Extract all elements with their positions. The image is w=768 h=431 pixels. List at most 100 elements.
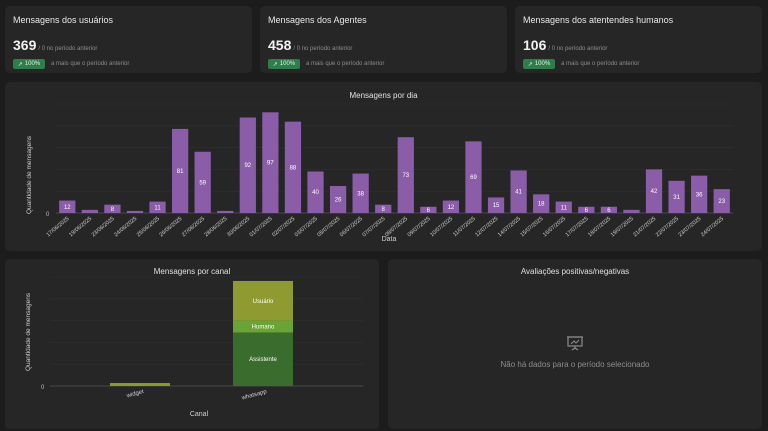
x-tick-label: 24/07/2025	[700, 216, 725, 238]
x-tick-label: 12/07/2025	[474, 216, 499, 238]
x-tick-label: 15/07/2025	[520, 216, 545, 238]
channel-bar-segment[interactable]	[233, 280, 293, 321]
x-axis-label: Canal	[190, 411, 209, 418]
daily-bar[interactable]	[578, 206, 595, 213]
bar-value-label: 40	[312, 190, 319, 196]
trend-note: a mais que o período anterior	[561, 61, 640, 67]
stat-value: 369/ 0 no período anterior	[13, 37, 98, 53]
bar-value-label: 42	[651, 189, 658, 195]
channel-bar-segment[interactable]	[233, 332, 293, 386]
daily-bar[interactable]	[352, 173, 369, 213]
x-tick-label: 19/07/2025	[610, 216, 635, 238]
stat-title: Mensagens dos usuários	[13, 15, 114, 25]
stat-previous: / 0 no período anterior	[293, 46, 353, 52]
x-axis-label: Data	[382, 236, 397, 243]
ratings-title: Avaliações positivas/negativas	[520, 267, 630, 276]
x-tick-label: 07/07/2025	[362, 216, 387, 238]
stat-card-humans: Mensagens dos atentendes humanos 106/ 0 …	[515, 6, 762, 73]
bar-value-label: 8	[111, 207, 115, 213]
daily-bar[interactable]	[420, 206, 437, 213]
bar-value-label: 12	[448, 205, 455, 211]
stat-title: Mensagens dos atentendes humanos	[523, 15, 674, 25]
bar-value-label: 97	[267, 161, 274, 167]
x-tick-label: 09/07/2025	[407, 216, 432, 238]
x-tick-label: whatsapp	[240, 389, 268, 402]
bar-value-label: 15	[493, 203, 500, 209]
daily-messages-chart: 12 8 11 81 59 92 97 88 40 26 38 8 73 6 12 69 15 41 18 11 6 6 4…	[26, 103, 733, 243]
trend-note: a mais que o período anterior	[51, 61, 130, 67]
daily-bar[interactable]	[194, 151, 211, 213]
daily-bar[interactable]	[645, 169, 663, 213]
daily-bar[interactable]	[217, 210, 234, 213]
x-tick-label: 06/07/2025	[339, 216, 364, 238]
x-tick-label: 14/07/2025	[497, 216, 522, 238]
trend-note: a mais que o período anterior	[306, 61, 385, 67]
daily-bar[interactable]	[600, 206, 618, 213]
daily-messages-panel: Mensagens por dia 12 8 11 81 59 92 97 88 40 26 38 8…	[5, 82, 762, 251]
daily-bar[interactable]	[487, 197, 505, 213]
y-axis-label: Quantidade de mensagens	[25, 292, 32, 371]
daily-bar[interactable]	[510, 170, 527, 213]
bar-value-label: 36	[696, 192, 703, 198]
channel-messages-chart: Assistente Humano Usuário widget whatsapp Q…	[25, 276, 363, 418]
segment-label: Humano	[252, 325, 275, 331]
daily-bar[interactable]	[284, 121, 302, 213]
stat-card-users: Mensagens dos usuários 369/ 0 no período…	[5, 6, 252, 73]
x-tick-label: 25/06/2025	[136, 216, 161, 238]
channel-bar-segment[interactable]	[233, 320, 293, 333]
bar-value-label: 6	[427, 208, 431, 214]
channel-chart-title: Mensagens por canal	[153, 267, 231, 276]
bar-value-label: 41	[515, 190, 522, 196]
daily-bar[interactable]	[668, 180, 685, 213]
bar-value-label: 73	[402, 173, 409, 179]
x-tick-label: 05/07/2025	[316, 216, 341, 238]
x-tick-label: 23/07/2025	[677, 216, 702, 238]
arrow-up-right-icon: ↗	[272, 61, 278, 68]
daily-bar[interactable]	[59, 200, 76, 213]
daily-bar[interactable]	[329, 186, 347, 213]
channel-bar-segment[interactable]	[110, 383, 170, 386]
ratings-panel: Avaliações positivas/negativas Não há da…	[388, 259, 762, 429]
daily-bar[interactable]	[533, 194, 550, 213]
daily-bar[interactable]	[81, 209, 98, 213]
daily-bar[interactable]	[442, 200, 460, 213]
bar-value-label: 88	[290, 165, 297, 171]
x-tick-label: 11/07/2025	[452, 216, 477, 238]
x-tick-label: 10/07/2025	[429, 216, 454, 238]
daily-bar[interactable]	[623, 209, 640, 213]
x-tick-label: 27/06/2025	[181, 216, 206, 238]
daily-bar[interactable]	[465, 141, 482, 213]
daily-bar[interactable]	[307, 171, 324, 213]
daily-bar[interactable]	[104, 204, 121, 213]
x-tick-label: 18/07/2025	[587, 216, 612, 238]
bar-value-label: 8	[382, 207, 386, 213]
segment-label: Usuário	[253, 299, 274, 305]
segment-label: Assistente	[249, 357, 277, 363]
daily-bar[interactable]	[555, 201, 572, 213]
daily-bar[interactable]	[375, 204, 392, 213]
trend-badge: ↗ 100%	[13, 59, 45, 69]
y-tick-zero: 0	[46, 212, 50, 218]
x-tick-label: 22/07/2025	[655, 216, 680, 238]
daily-bar[interactable]	[262, 112, 279, 213]
x-tick-label: 17/07/2025	[565, 216, 590, 238]
daily-bar[interactable]	[713, 189, 730, 213]
daily-bar[interactable]	[171, 128, 189, 213]
x-tick-label: 24/06/2025	[113, 216, 138, 238]
bar-value-label: 6	[607, 208, 611, 214]
daily-bar[interactable]	[691, 175, 708, 213]
no-data-message: Não há dados para o período selecionado	[500, 360, 650, 369]
daily-bar[interactable]	[126, 210, 144, 213]
x-tick-label: 28/06/2025	[204, 216, 229, 238]
daily-bar[interactable]	[397, 137, 414, 213]
bar-value-label: 23	[718, 199, 725, 205]
stat-value: 106/ 0 no período anterior	[523, 37, 608, 53]
daily-bar[interactable]	[149, 201, 166, 213]
stat-card-agents: Mensagens dos Agentes 458/ 0 no período …	[260, 6, 507, 73]
x-tick-label: 03/07/2025	[294, 216, 319, 238]
bar-value-label: 92	[244, 163, 251, 169]
daily-bar[interactable]	[239, 117, 256, 213]
bar-value-label: 38	[357, 191, 364, 197]
stat-previous: / 0 no período anterior	[38, 46, 98, 52]
y-axis-label: Quantidade de mensagens	[26, 135, 33, 214]
